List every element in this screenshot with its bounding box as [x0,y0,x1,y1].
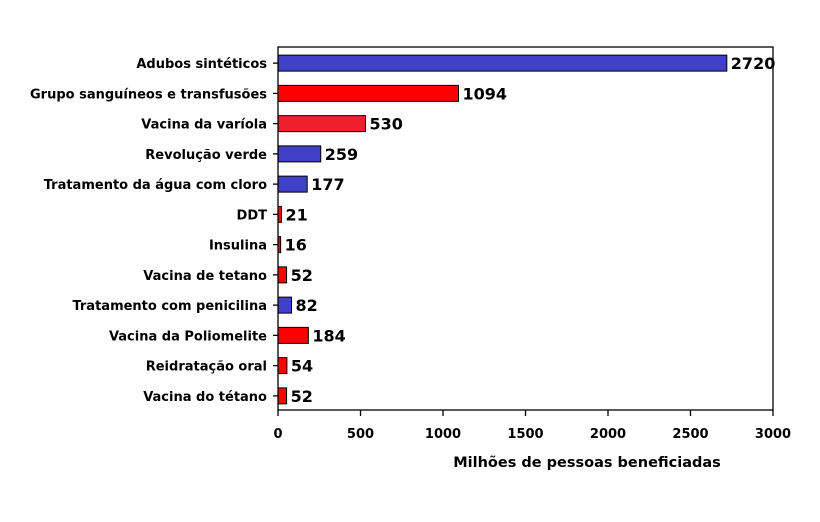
category-label: Revolução verde [145,148,267,163]
bar [277,145,322,163]
x-axis-label: Milhões de pessoas beneficiadas [453,455,721,471]
bar [277,387,288,405]
value-label: 82 [296,296,318,315]
category-label: Tratamento com penicilina [72,299,267,314]
value-label: 259 [325,145,358,164]
x-tick-label: 3000 [755,427,791,442]
bar [277,266,288,284]
bar [277,54,728,72]
category-label: Insulina [209,239,267,254]
category-label: Vacina da varíola [141,118,267,133]
value-label: 184 [312,326,345,345]
category-label: DDT [237,208,268,223]
value-label: 1094 [463,84,508,103]
value-label: 52 [291,387,313,406]
value-label: 177 [311,175,344,194]
x-tick-label: 500 [347,427,374,442]
bar [277,296,293,314]
value-label: 16 [285,236,307,255]
value-label: 21 [285,205,307,224]
category-label: Grupo sanguíneos e transfusões [30,87,267,102]
bar [277,115,366,133]
category-label: Tratamento da água com cloro [44,178,267,193]
bar [277,326,309,344]
value-label: 52 [291,266,313,285]
x-tick-label: 1500 [507,427,543,442]
x-tick-label: 1000 [425,427,461,442]
x-tick-label: 2500 [672,427,708,442]
value-label: 530 [369,115,402,134]
value-label: 54 [291,357,313,376]
category-label: Reidratação oral [146,360,267,375]
category-label: Adubos sintéticos [136,57,267,72]
category-label: Vacina do tétano [143,390,267,405]
bar [277,84,460,102]
value-label: 2720 [731,54,776,73]
x-tick-label: 2000 [590,427,626,442]
bar [277,175,308,193]
x-tick-label: 0 [273,427,282,442]
bar [277,357,288,375]
category-label: Vacina da Poliomelite [109,329,267,344]
category-label: Vacina de tetano [143,269,267,284]
